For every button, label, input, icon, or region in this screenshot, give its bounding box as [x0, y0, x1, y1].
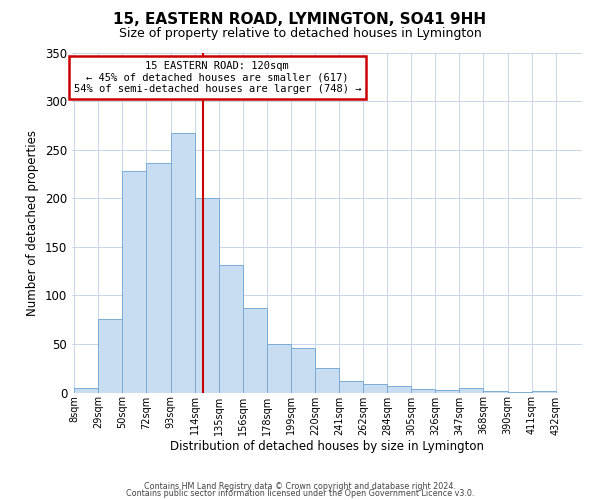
Bar: [170, 133, 194, 392]
Bar: [315, 368, 339, 392]
Bar: [484, 390, 508, 392]
Text: 15, EASTERN ROAD, LYMINGTON, SO41 9HH: 15, EASTERN ROAD, LYMINGTON, SO41 9HH: [113, 12, 487, 28]
Text: Size of property relative to detached houses in Lymington: Size of property relative to detached ho…: [119, 28, 481, 40]
Bar: [387, 386, 411, 392]
Bar: [243, 308, 267, 392]
Bar: [267, 344, 291, 393]
X-axis label: Distribution of detached houses by size in Lymington: Distribution of detached houses by size …: [170, 440, 484, 453]
Bar: [291, 348, 315, 393]
Bar: [194, 198, 218, 392]
Y-axis label: Number of detached properties: Number of detached properties: [26, 130, 40, 316]
Text: Contains HM Land Registry data © Crown copyright and database right 2024.: Contains HM Land Registry data © Crown c…: [144, 482, 456, 491]
Bar: [411, 388, 436, 392]
Text: 15 EASTERN ROAD: 120sqm
← 45% of detached houses are smaller (617)
54% of semi-d: 15 EASTERN ROAD: 120sqm ← 45% of detache…: [74, 61, 361, 94]
Bar: [532, 390, 556, 392]
Bar: [363, 384, 387, 392]
Bar: [146, 163, 170, 392]
Bar: [460, 388, 484, 392]
Bar: [98, 318, 122, 392]
Bar: [436, 390, 460, 392]
Bar: [218, 265, 243, 392]
Text: Contains public sector information licensed under the Open Government Licence v3: Contains public sector information licen…: [126, 488, 474, 498]
Bar: [122, 171, 146, 392]
Bar: [74, 388, 98, 392]
Bar: [339, 381, 363, 392]
